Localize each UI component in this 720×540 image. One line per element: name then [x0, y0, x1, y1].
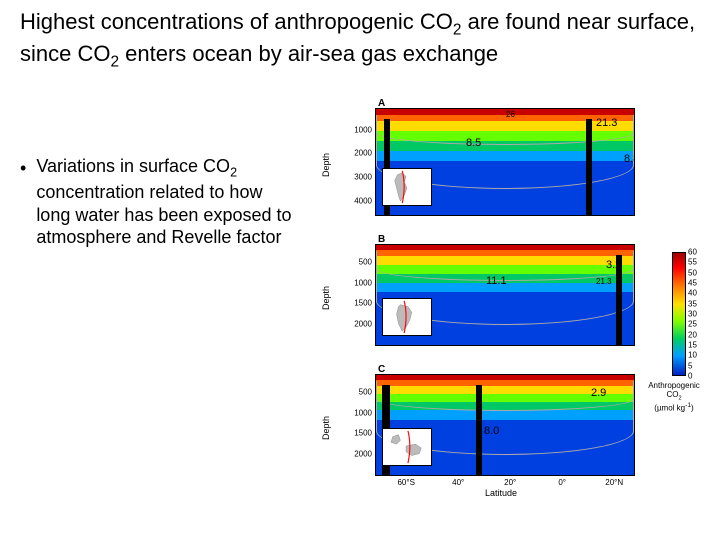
colorbar-ticks: 605550454035302520151050 [688, 252, 704, 376]
bullet-sub: 2 [230, 166, 237, 180]
depth-tick: 2000 [354, 449, 372, 458]
latitude-tick: 0° [558, 478, 566, 487]
depth-tick: 1000 [354, 125, 372, 134]
colorbar-tick: 25 [688, 320, 697, 329]
depth-tick: 4000 [354, 196, 372, 205]
panel-label: C [378, 364, 385, 375]
plot-annotation: 21.3 [596, 277, 612, 286]
colorbar-tick: 35 [688, 299, 697, 308]
title-p1: Highest concentrations of anthropogenic … [20, 9, 453, 34]
depth-ticks: 1000 2000 3000 4000 [348, 108, 372, 216]
colorbar-tick: 0 [688, 372, 692, 381]
depth-tick: 3000 [354, 173, 372, 182]
panel-a: A Depth 8.5 21.3 8.8 26 1000 2000 3000 4000 [320, 100, 700, 230]
depth-ticks: 500 1000 1500 2000 [348, 244, 372, 346]
panel-label: A [378, 98, 385, 109]
colorbar [672, 252, 686, 376]
bullet-dot: • [20, 155, 26, 249]
depth-tick: 1500 [354, 429, 372, 438]
panel-b: B Depth 11.1 3.2 21.3 500 1000 1500 2000 [320, 236, 700, 360]
colorbar-tick: 30 [688, 310, 697, 319]
plot-annotation: 2.9 [591, 387, 606, 399]
depth-tick: 500 [359, 258, 372, 267]
inset-map [382, 298, 432, 336]
figure-stack: A Depth 8.5 21.3 8.8 26 1000 2000 3000 4000 B Depth… [320, 100, 700, 496]
depth-tick: 1000 [354, 408, 372, 417]
plot-annotation: 8.8 [624, 153, 635, 165]
depth-axis-label: Depth [321, 153, 331, 177]
bathymetry-bar [586, 119, 592, 215]
latitude-tick: 20° [504, 478, 516, 487]
latitude-tick: 20°N [605, 478, 623, 487]
depth-axis-label: Depth [321, 416, 331, 440]
inset-map [382, 428, 432, 466]
depth-tick: 500 [359, 388, 372, 397]
bullet-item: • Variations in surface CO2 concentratio… [20, 155, 300, 249]
latitude-tick: 60°S [397, 478, 414, 487]
panel-label: B [378, 234, 385, 245]
depth-tick: 1500 [354, 299, 372, 308]
colorbar-tick: 45 [688, 279, 697, 288]
plot-annotation: 3.2 [606, 259, 621, 271]
plot-annotation: 26 [506, 110, 515, 119]
bathymetry-bar [476, 385, 482, 475]
colorbar-tick: 10 [688, 351, 697, 360]
colorbar-tick: 50 [688, 268, 697, 277]
plot-annotation: 11.1 [486, 275, 507, 287]
plot-annotation: 8.5 [466, 137, 481, 149]
title-p3: enters ocean by air-sea gas exchange [119, 41, 498, 66]
latitude-axis-label: Latitude [485, 488, 517, 498]
latitude-tick: 40° [452, 478, 464, 487]
colorbar-tick: 5 [688, 361, 692, 370]
depth-tick: 2000 [354, 319, 372, 328]
plot-annotation: 8.0 [484, 425, 499, 437]
plot-annotation: 21.3 [596, 117, 617, 129]
colorbar-title: AnthropogenicCO2(µmol kg-1) [640, 382, 708, 413]
inset-map [382, 168, 432, 206]
colorbar-tick: 55 [688, 258, 697, 267]
depth-ticks: 500 1000 1500 2000 [348, 374, 372, 476]
title-sub2: 2 [110, 53, 119, 70]
colorbar-tick: 15 [688, 341, 697, 350]
colorbar-tick: 20 [688, 330, 697, 339]
bullet-p1: Variations in surface CO [36, 156, 230, 176]
colorbar-tick: 40 [688, 289, 697, 298]
bullet-p2: concentration related to how long water … [36, 182, 291, 247]
depth-axis-label: Depth [321, 286, 331, 310]
depth-tick: 1000 [354, 278, 372, 287]
bullet-list: • Variations in surface CO2 concentratio… [20, 155, 300, 249]
slide-title: Highest concentrations of anthropogenic … [20, 8, 700, 71]
bullet-text: Variations in surface CO2 concentration … [36, 155, 300, 249]
colorbar-tick: 60 [688, 248, 697, 257]
depth-tick: 2000 [354, 149, 372, 158]
